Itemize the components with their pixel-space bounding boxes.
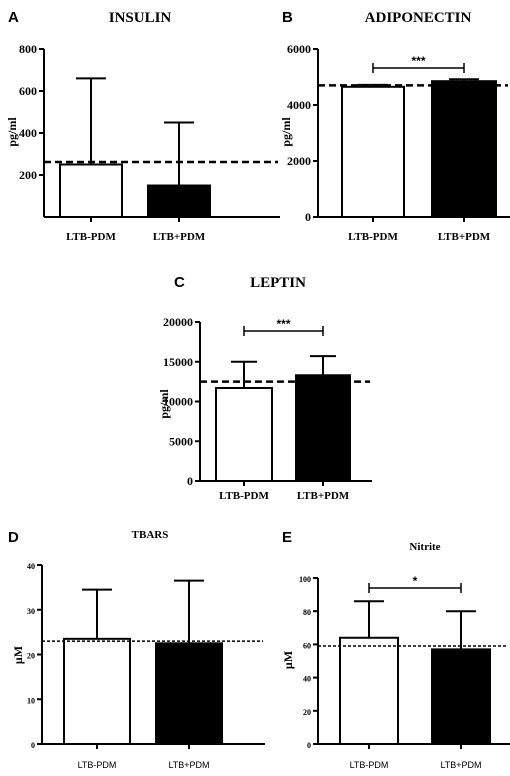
chart-title: TBARS	[132, 529, 169, 541]
bar	[431, 648, 491, 746]
bar	[215, 386, 273, 482]
bar	[59, 163, 123, 218]
y-axis-label: μM	[281, 651, 295, 669]
y-tick-label: 15000	[163, 355, 193, 369]
bar	[295, 374, 351, 483]
y-tick-label: 40	[303, 675, 311, 684]
significance-marker: ***	[276, 317, 290, 331]
y-tick-label: 100	[299, 575, 311, 584]
category-label: LTB-PDM	[66, 231, 116, 243]
chart-panel-a: A INSULIN pg/ml LTB-PDM LTB+PDM 200 400 600 800	[5, 9, 280, 243]
y-axis-label: pg/ml	[5, 117, 19, 147]
y-tick-label: 80	[303, 608, 311, 617]
bar	[341, 85, 405, 218]
y-tick-label: 20	[303, 708, 311, 717]
y-tick-label: 200	[19, 168, 37, 182]
chart-title: ADIPONECTIN	[365, 10, 472, 26]
bar	[155, 642, 223, 745]
y-axis-label: pg/ml	[157, 389, 171, 419]
y-tick-label: 0	[307, 741, 311, 750]
panel-letter: B	[282, 9, 293, 26]
category-label: LTB+PDM	[440, 760, 481, 770]
panel-letter: A	[8, 9, 19, 26]
category-label: LTB-PDM	[78, 760, 117, 770]
significance-marker: ***	[411, 54, 425, 68]
chart-title: Nitrite	[409, 541, 440, 553]
chart-title: INSULIN	[109, 10, 172, 26]
y-tick-label: 0	[187, 474, 193, 488]
y-tick-label: 10	[27, 696, 35, 705]
y-tick-label: 20000	[163, 315, 193, 329]
chart-panel-b: B ADIPONECTIN pg/ml LTB-PDM LTB+PDM 0 2000 4000…	[279, 9, 510, 243]
panel-letter: E	[282, 529, 292, 546]
category-label: LTB+PDM	[297, 490, 350, 502]
y-tick-label: 600	[19, 84, 37, 98]
panel-letter: D	[8, 529, 19, 546]
y-tick-label: 5000	[169, 434, 193, 448]
y-tick-label: 40	[27, 562, 35, 571]
chart-title: LEPTIN	[250, 275, 306, 291]
y-tick-label: 4000	[287, 98, 311, 112]
y-axis-label: pg/ml	[279, 117, 293, 147]
category-label: LTB-PDM	[348, 231, 398, 243]
bar	[63, 637, 131, 746]
bar	[147, 184, 211, 218]
significance-marker: *	[413, 574, 418, 588]
y-tick-label: 0	[305, 210, 311, 224]
bar	[339, 636, 399, 746]
y-tick-label: 10000	[163, 395, 193, 409]
chart-panel-c: C LEPTIN pg/ml LTB-PDM LTB+PDM 0 5000 10000 1500…	[157, 274, 372, 502]
y-tick-label: 30	[27, 607, 35, 616]
y-tick-label: 400	[19, 126, 37, 140]
y-tick-label: 0	[31, 741, 35, 750]
y-axis-label: μM	[11, 646, 25, 664]
y-tick-label: 800	[19, 42, 37, 56]
chart-panel-d: D TBARS μM LTB-PDM LTB+PDM 0 10 20 30 40	[8, 529, 265, 770]
y-tick-label: 2000	[287, 154, 311, 168]
category-label: LTB+PDM	[168, 760, 209, 770]
category-label: LTB+PDM	[438, 231, 491, 243]
bar	[431, 80, 497, 218]
y-tick-label: 6000	[287, 42, 311, 56]
chart-panel-e: E Nitrite μM LTB-PDM LTB+PDM 0 20 40 60 80 100 *	[281, 529, 510, 770]
y-tick-label: 20	[27, 652, 35, 661]
category-label: LTB+PDM	[153, 231, 206, 243]
category-label: LTB-PDM	[219, 490, 269, 502]
y-tick-label: 60	[303, 641, 311, 650]
category-label: LTB-PDM	[350, 760, 389, 770]
panel-letter: C	[174, 274, 185, 291]
